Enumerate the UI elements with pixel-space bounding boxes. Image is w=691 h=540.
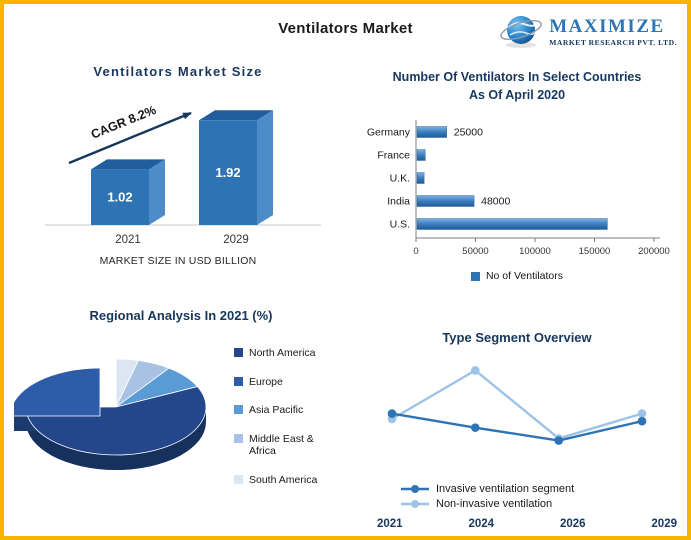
ventilator-count-legend: No of Ventilators	[352, 270, 682, 282]
market-size-panel: Ventilators Market Size 1.02 2021 1.92 2029…	[16, 64, 340, 267]
ventilator-count-title-line1: Number Of Ventilators In Select Countrie…	[392, 70, 642, 84]
market-size-title: Ventilators Market Size	[93, 64, 263, 79]
logo-name: MAXIMIZE	[549, 16, 665, 38]
regional-title: Regional Analysis In 2021 (%)	[89, 308, 273, 323]
svg-text:200000: 200000	[638, 246, 670, 257]
svg-text:U.S.: U.S.	[390, 219, 410, 231]
legend-swatch	[234, 348, 243, 357]
svg-text:India: India	[387, 196, 410, 208]
logo-text: MAXIMIZE MARKET RESEARCH PVT. LTD.	[549, 17, 677, 47]
x-axis-label: 2029	[651, 518, 677, 530]
legend-label: Invasive ventilation segment	[436, 483, 575, 495]
ventilator-count-title: Number Of Ventilators In Select Countrie…	[352, 68, 682, 104]
legend-label: North America	[249, 347, 316, 359]
x-axis-label: 2021	[377, 518, 403, 530]
legend-item: North America	[234, 347, 338, 360]
legend-label: Asia Pacific	[249, 404, 304, 417]
legend-item: Europe	[234, 376, 338, 389]
x-axis-label: 2026	[559, 518, 586, 530]
legend-swatch	[234, 474, 243, 484]
type-segment-title: Type Segment Overview	[442, 330, 592, 345]
type-segment-legend: Invasive ventilation segment Non-invasive…	[400, 483, 682, 510]
market-size-canvas: 1.02 2021 1.92 2029 CAGR 8.2%	[45, 103, 321, 246]
svg-text:100000: 100000	[519, 246, 551, 257]
legend-swatch	[234, 433, 243, 443]
regional-panel: Regional Analysis In 2021 (%) North Amer…	[14, 308, 348, 499]
svg-text:0: 0	[413, 246, 418, 257]
legend-item: Middle East & Africa	[234, 433, 338, 458]
globe-icon	[500, 16, 543, 48]
type-segment-panel: Type Segment Overview Invasive ventilati…	[352, 330, 682, 530]
x-axis-label: 2024	[468, 518, 495, 530]
type-segment-canvas	[387, 366, 647, 445]
legend-label: Middle East & Africa	[249, 432, 314, 458]
svg-text:1.92: 1.92	[215, 165, 240, 180]
legend-item: Asia Pacific	[234, 404, 338, 417]
legend-item: South America	[234, 474, 338, 487]
svg-text:France: France	[377, 150, 410, 162]
regional-pie-canvas	[14, 358, 207, 470]
svg-text:Germany: Germany	[367, 127, 411, 139]
legend-label: Non-invasive ventilation	[436, 498, 553, 510]
regional-legend: North America Europe Asia Pacific Middle Ea…	[234, 329, 338, 499]
market-size-axis-caption: MARKET SIZE IN USD BILLION	[99, 255, 257, 267]
svg-text:25000: 25000	[454, 127, 483, 139]
svg-text:150000: 150000	[579, 246, 611, 257]
line-marker-icon	[401, 485, 429, 493]
svg-text:48000: 48000	[481, 196, 510, 208]
line-marker-icon	[401, 500, 429, 508]
ventilator-count-panel: Number Of Ventilators In Select Countrie…	[352, 68, 682, 282]
ventilator-count-title-line2: As Of April 2020	[468, 88, 566, 103]
legend-swatch	[234, 376, 243, 386]
svg-text:2021: 2021	[115, 234, 141, 246]
legend-item: Non-invasive ventilation	[400, 498, 682, 510]
ventilator-count-canvas: Germany 25000 France U.K. India 48000 U.S. 0 500…	[367, 120, 670, 257]
svg-text:1.02: 1.02	[107, 190, 132, 205]
svg-text:U.K.: U.K.	[390, 173, 410, 185]
company-logo: MAXIMIZE MARKET RESEARCH PVT. LTD.	[498, 12, 677, 52]
svg-text:50000: 50000	[462, 246, 488, 257]
legend-label: South America	[249, 473, 318, 486]
legend-swatch	[234, 405, 243, 415]
logo-tagline: MARKET RESEARCH PVT. LTD.	[549, 38, 677, 48]
legend-item: Invasive ventilation segment	[400, 483, 682, 495]
legend-label: Europe	[249, 375, 283, 388]
page-title: Ventilators Market	[278, 20, 413, 37]
type-segment-x-labels: 2021 2024 2026 2029	[367, 518, 687, 530]
regional-content: North America Europe Asia Pacific Middle Ea…	[14, 329, 348, 499]
svg-text:CAGR 8.2%: CAGR 8.2%	[89, 103, 158, 142]
svg-text:2029: 2029	[223, 234, 249, 246]
legend-swatch	[470, 271, 480, 281]
legend-label: No of Ventilators	[485, 270, 564, 283]
